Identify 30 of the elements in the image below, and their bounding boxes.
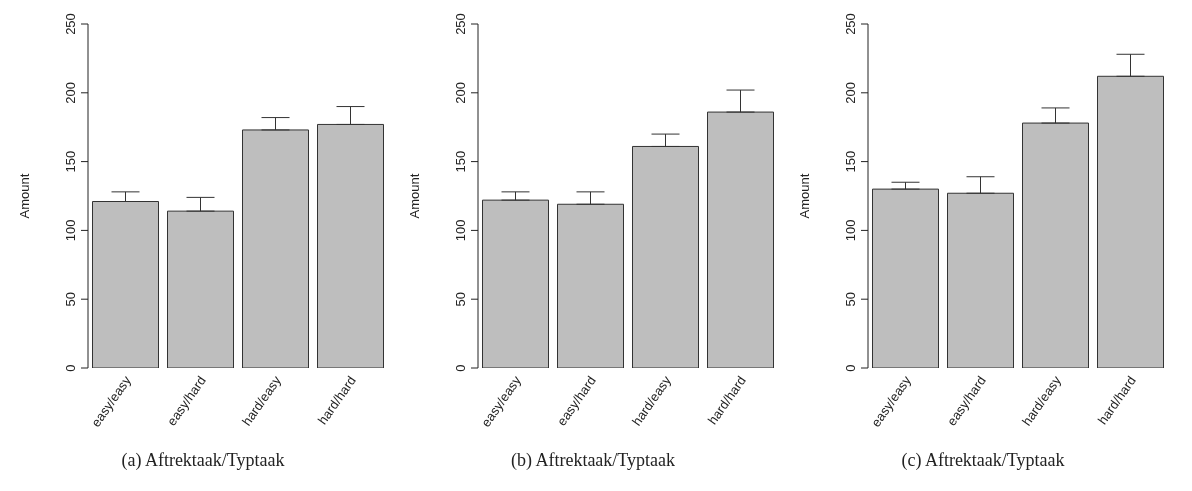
y-tick-label: 100 — [63, 219, 78, 242]
y-tick-label: 200 — [63, 81, 78, 104]
y-tick-label: 100 — [843, 219, 858, 242]
y-tick-label: 0 — [843, 364, 858, 372]
y-tick-label: 50 — [843, 291, 858, 307]
y-tick-label: 150 — [843, 150, 858, 173]
y-tick-label: 100 — [453, 219, 468, 242]
y-tick-label: 150 — [63, 150, 78, 173]
bar — [167, 210, 234, 368]
y-tick-label: 200 — [453, 81, 468, 104]
y-tick-label: 250 — [453, 13, 468, 35]
text: (b) Aftrektaak/Typtaak — [510, 450, 676, 471]
bar — [242, 129, 309, 368]
y-tick-label: 50 — [453, 291, 468, 307]
y-tick-label: 50 — [63, 291, 78, 307]
y-axis-title: Amount — [406, 173, 422, 219]
bar — [707, 111, 774, 368]
y-axis-title: Amount — [16, 173, 32, 219]
y-tick-label: 250 — [843, 13, 858, 35]
y-tick-label: 200 — [843, 81, 858, 104]
y-tick-label: 0 — [453, 364, 468, 372]
y-axis-title: Amount — [796, 173, 812, 219]
bar — [1022, 122, 1089, 368]
y-tick-label: 250 — [63, 13, 78, 35]
bar — [872, 188, 939, 368]
text: (a) Aftrektaak/Typtaak — [121, 450, 285, 471]
text: (c) Aftrektaak/Typtaak — [901, 450, 1065, 471]
bar — [482, 199, 549, 368]
y-tick-label: 150 — [453, 150, 468, 173]
y-tick-label: 0 — [63, 364, 78, 372]
